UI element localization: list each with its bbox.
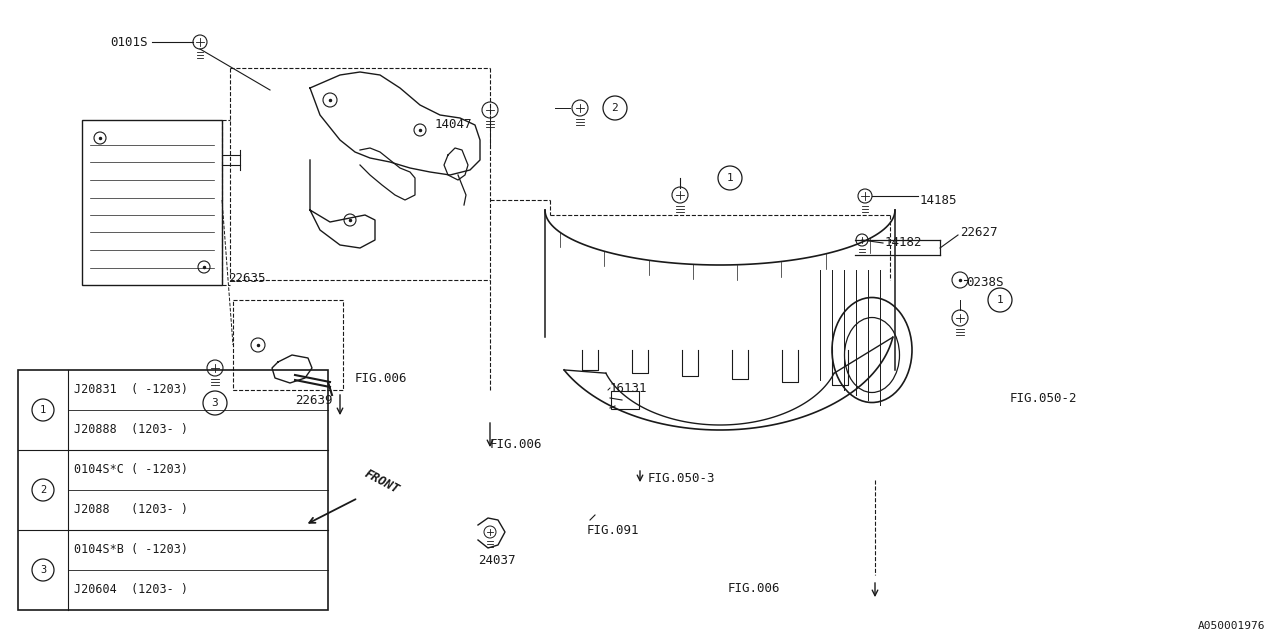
Text: 24037: 24037 [477, 554, 516, 566]
Bar [233, 300, 343, 390]
Text: 14182: 14182 [884, 236, 923, 248]
Text: 14047: 14047 [435, 118, 472, 131]
Text: FIG.006: FIG.006 [490, 438, 543, 451]
Text: 0101S: 0101S [110, 35, 148, 49]
Text: FIG.050-2: FIG.050-2 [1010, 392, 1078, 404]
Text: 0104S*B ( -1203): 0104S*B ( -1203) [74, 543, 188, 557]
Bar [611, 391, 639, 409]
Text: J20604  (1203- ): J20604 (1203- ) [74, 584, 188, 596]
Bar [82, 120, 221, 285]
Text: J20888  (1203- ): J20888 (1203- ) [74, 424, 188, 436]
Text: J20831  ( -1203): J20831 ( -1203) [74, 383, 188, 397]
Text: 22627: 22627 [960, 227, 997, 239]
Text: J2088   (1203- ): J2088 (1203- ) [74, 504, 188, 516]
Text: 16131: 16131 [611, 381, 648, 394]
Text: 22639: 22639 [294, 394, 333, 406]
Text: FIG.091: FIG.091 [588, 524, 640, 536]
Text: 0238S: 0238S [966, 275, 1004, 289]
Text: 0104S*C ( -1203): 0104S*C ( -1203) [74, 463, 188, 477]
Text: 14185: 14185 [920, 193, 957, 207]
Text: FRONT: FRONT [362, 467, 401, 496]
Text: 22635: 22635 [228, 271, 265, 285]
Text: FIG.050-3: FIG.050-3 [648, 472, 716, 486]
Text: 1: 1 [997, 295, 1004, 305]
Text: FIG.006: FIG.006 [355, 371, 407, 385]
Text: A050001976: A050001976 [1198, 621, 1265, 631]
Text: FIG.006: FIG.006 [728, 582, 781, 595]
Text: 1: 1 [40, 405, 46, 415]
Text: 1: 1 [727, 173, 733, 183]
Text: 2: 2 [612, 103, 618, 113]
Bar [18, 370, 328, 610]
Text: 2: 2 [40, 485, 46, 495]
Text: 3: 3 [211, 398, 219, 408]
Text: 3: 3 [40, 565, 46, 575]
